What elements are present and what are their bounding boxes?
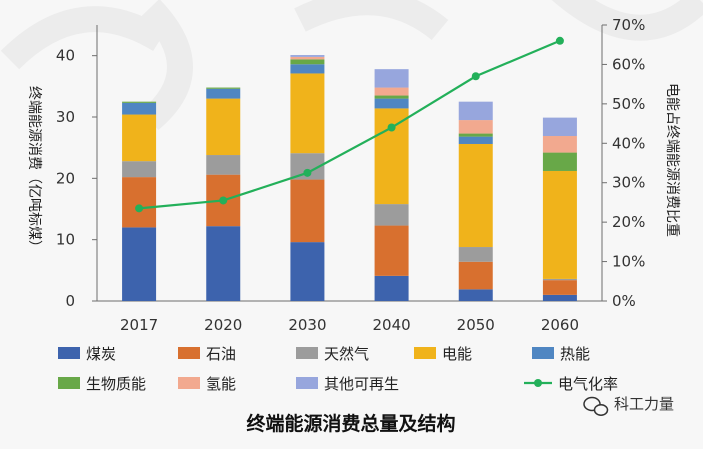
bar-segment: [206, 98, 241, 156]
legend-swatch: [532, 347, 554, 359]
legend-label: 天然气: [324, 345, 369, 363]
right-tick-label: 60%: [612, 55, 645, 73]
right-tick-label: 70%: [612, 16, 645, 34]
bar-segment: [542, 294, 577, 301]
bar-segment: [542, 152, 577, 171]
x-axis-ticks: 2017 2020 2030 2040 2050 2060: [120, 316, 579, 334]
bar-segment: [122, 161, 157, 178]
bar-segment: [374, 108, 409, 205]
legend-swatch: [58, 377, 80, 389]
bar-segment: [458, 136, 493, 144]
legend-label: 氢能: [206, 375, 236, 393]
legend-swatch: [414, 347, 436, 359]
bar-segment: [374, 98, 409, 109]
background-decoration: [0, 0, 703, 130]
bar-segment: [542, 278, 577, 281]
bar-segment: [542, 170, 577, 279]
electrification-point: [471, 72, 480, 81]
stacked-bars: [122, 55, 577, 301]
legend-label: 其他可再生: [324, 375, 399, 393]
x-tick-label: 2060: [541, 316, 579, 334]
bar-segment: [122, 177, 157, 228]
right-axis-ticks: 0% 10% 20% 30% 40% 50% 60% 70%: [602, 16, 645, 310]
legend-label: 电能: [442, 345, 472, 363]
legend-swatch: [296, 347, 318, 359]
bar-segment: [458, 289, 493, 301]
right-tick-label: 40%: [612, 134, 645, 152]
bar-segment: [290, 179, 325, 243]
bar-segment: [374, 275, 409, 301]
legend-swatch: [178, 377, 200, 389]
left-axis-ticks: 0 10 20 30 40: [56, 47, 97, 310]
right-tick-label: 0%: [612, 292, 636, 310]
bar-segment: [290, 55, 325, 57]
right-axis-title: 电能占终端能源消费比重: [664, 83, 680, 237]
watermark-account: 科工力量: [614, 395, 674, 413]
legend-swatch: [178, 347, 200, 359]
bar-segment: [122, 102, 157, 115]
x-tick-label: 2040: [372, 316, 410, 334]
bar-segment: [122, 227, 157, 301]
bar-segment: [374, 204, 409, 226]
bar-segment: [290, 73, 325, 154]
electrification-point: [555, 36, 564, 45]
x-tick-label: 2050: [457, 316, 495, 334]
bar-segment: [374, 87, 409, 96]
bar-segment: [458, 101, 493, 121]
left-tick-label: 0: [65, 292, 75, 310]
electrification-point: [219, 196, 228, 205]
bar-segment: [290, 56, 325, 60]
right-tick-label: 30%: [612, 174, 645, 192]
x-tick-label: 2017: [120, 316, 158, 334]
wechat-logo-icon: [583, 396, 609, 416]
legend-line-marker: [534, 379, 542, 387]
left-tick-label: 10: [56, 231, 75, 249]
bar-segment: [374, 69, 409, 88]
bar-segment: [374, 95, 409, 99]
bar-segment: [290, 242, 325, 301]
bar-segment: [206, 87, 241, 89]
chart-caption: 终端能源消费总量及结构: [246, 412, 455, 435]
bar-segment: [122, 101, 157, 103]
right-tick-label: 20%: [612, 213, 645, 231]
legend-label: 煤炭: [86, 345, 116, 363]
legend-label: 电气化率: [558, 375, 618, 393]
legend-label: 石油: [206, 345, 236, 363]
right-tick-label: 10%: [612, 253, 645, 271]
legend-label: 热能: [560, 345, 590, 363]
electrification-point: [303, 168, 312, 177]
bar-segment: [542, 280, 577, 295]
bar-segment: [458, 143, 493, 248]
left-axis-title: 终端能源消费（亿吨标煤）: [26, 86, 42, 254]
right-tick-label: 50%: [612, 95, 645, 113]
bar-segment: [206, 226, 241, 301]
bar-segment: [458, 120, 493, 134]
bar-segment: [458, 247, 493, 262]
electrification-line: [138, 39, 561, 210]
legend-swatch: [296, 377, 318, 389]
electrification-line-layer: [135, 36, 564, 213]
bar-segment: [122, 114, 157, 162]
legend-swatch: [58, 347, 80, 359]
bar-segment: [290, 64, 325, 74]
legend-label: 生物质能: [86, 375, 146, 393]
left-tick-label: 40: [56, 47, 75, 65]
bar-segment: [374, 225, 409, 276]
bar-segment: [542, 117, 577, 137]
bar-segment: [542, 136, 577, 153]
bar-segment: [458, 261, 493, 290]
bar-segment: [206, 88, 241, 99]
electrification-point: [135, 204, 144, 213]
left-tick-label: 20: [56, 169, 75, 187]
bar-segment: [290, 59, 325, 65]
x-tick-label: 2020: [204, 316, 242, 334]
electrification-point: [387, 123, 396, 132]
bar-segment: [206, 155, 241, 175]
left-tick-label: 30: [56, 108, 75, 126]
bar-segment: [458, 133, 493, 137]
x-tick-label: 2030: [288, 316, 326, 334]
